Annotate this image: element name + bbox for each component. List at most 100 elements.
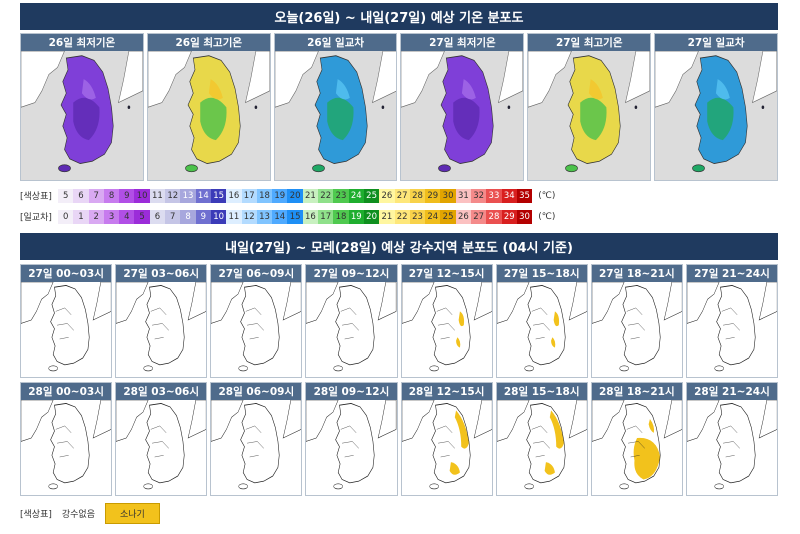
legend-cell: 30 [516,209,533,224]
korea-precip-map [21,282,112,372]
temp-panel-title: 27일 최저기온 [401,34,524,51]
korea-precip-map [211,400,302,490]
korea-precip-map [496,400,587,490]
precip-panel: 28일 06~09시 [210,382,303,496]
legend-cell: 14 [272,209,288,224]
range-color-legend: [일교차] 0 1 2 3 4 5 6 7 8 9 10 11 12 13 14 15 16 17 18 19 20 21… [20,209,555,224]
legend-cell: 24 [425,209,441,224]
precip-panel-title: 27일 06~09시 [211,265,302,282]
precip-panel: 27일 18~21시 [590,264,683,378]
legend-cell: 24 [348,188,364,203]
legend-cell: 22 [394,209,410,224]
precip-panel-title: 28일 06~09시 [211,383,302,400]
precip-panel-row-28: 28일 00~03시 28일 03~06시 28일 06~09시 28일 09~12시… [20,382,778,496]
precip-panel: 28일 09~12시 [305,382,398,496]
precip-legend: [색상표] 강수없음 소나기 [20,503,160,524]
legend-cell: 0 [58,209,74,224]
legend-cell: 12 [165,188,181,203]
korea-precip-map [116,400,207,490]
korea-temperature-map [147,51,270,173]
precip-panel: 27일 06~09시 [210,264,303,378]
precip-panel-title: 28일 09~12시 [306,383,397,400]
legend-cell: 16 [226,188,242,203]
legend-cell: 19 [272,188,288,203]
legend-cell: 22 [318,188,334,203]
legend-cell: 12 [241,209,257,224]
precip-panel: 27일 15~18시 [495,264,588,378]
legend-cell: 8 [103,188,120,203]
temp-panel-title: 26일 최고기온 [147,34,270,51]
korea-temperature-map [21,51,143,173]
legend-cell: 30 [440,188,456,203]
temperature-panel-row: 26일 최저기온 26일 최고기온 26일 일교차 27일 최저기온 27일 최고기온 2… [20,33,778,181]
precip-panel-title: 27일 18~21시 [591,265,682,282]
precip-panel: 28일 00~03시 [20,382,113,496]
precip-panel: 27일 12~15시 [400,264,493,378]
color-legend-label: [색상표] [20,192,52,202]
legend-cell: 29 [425,188,441,203]
temp-panel: 27일 일교차 [654,33,778,181]
legend-cell: 31 [455,188,472,203]
legend-cell: 14 [195,188,211,203]
temp-panel-title: 27일 일교차 [655,34,777,51]
temp-panel: 26일 최저기온 [20,33,144,181]
korea-precip-map [401,400,492,490]
legend-cell: 25 [363,188,380,203]
precip-panel-title: 28일 03~06시 [116,383,207,400]
legend-cell: 28 [486,209,502,224]
precip-panel-title: 27일 00~03시 [21,265,112,282]
legend-cell: 20 [287,188,303,203]
korea-temperature-map [528,51,651,173]
legend-cell: 28 [409,188,426,203]
precip-panel-title: 28일 15~18시 [496,383,587,400]
legend-cell: 11 [226,209,242,224]
legend-cell: 9 [195,209,211,224]
korea-temperature-map [274,51,397,173]
precip-panel: 27일 00~03시 [20,264,113,378]
legend-unit: (℃) [538,211,556,222]
legend-cell: 5 [134,209,150,224]
temperature-color-legend: [색상표] 5 6 7 8 9 10 11 12 13 14 15 16 17 18 19 20 21 22 23 2… [20,188,555,203]
precip-panel-title: 27일 03~06시 [116,265,207,282]
legend-cell: 10 [134,188,150,203]
legend-cell: 6 [73,188,89,203]
legend-cell: 6 [149,209,166,224]
legend-cell: 2 [88,209,104,224]
precip-panel: 28일 21~24시 [685,382,778,496]
korea-precip-map [686,400,777,490]
precip-legend-shower: 소나기 [105,503,160,524]
legend-cell: 33 [486,188,502,203]
legend-cell: 23 [333,188,349,203]
korea-precip-map [116,282,207,372]
temp-panel: 26일 일교차 [273,33,398,181]
legend-cell: 35 [516,188,533,203]
legend-cell: 11 [149,188,166,203]
legend-cell: 8 [180,209,196,224]
precip-panel-title: 28일 18~21시 [591,383,682,400]
korea-precip-map [306,400,397,490]
legend-cell: 19 [348,209,364,224]
precip-panel: 27일 09~12시 [305,264,398,378]
temp-panel-title: 26일 최저기온 [21,34,143,51]
legend-cell: 32 [471,188,487,203]
legend-cell: 10 [210,209,227,224]
korea-temperature-map [401,51,524,173]
legend-cell: 7 [88,188,104,203]
legend-cell: 23 [409,209,426,224]
korea-precip-map [306,282,397,372]
legend-cell: 5 [58,188,74,203]
temp-panel: 26일 최고기온 [146,33,271,181]
legend-cell: 26 [455,209,472,224]
legend-cell: 17 [241,188,257,203]
legend-cell: 21 [379,209,395,224]
korea-temperature-map [655,51,777,173]
korea-precip-map [496,282,587,372]
precip-panel: 27일 21~24시 [685,264,778,378]
precip-panel-title: 28일 00~03시 [21,383,112,400]
legend-cell: 16 [302,209,319,224]
korea-precip-map [401,282,492,372]
legend-unit: (℃) [538,190,556,201]
temp-panel: 27일 최저기온 [400,33,525,181]
legend-cell: 18 [333,209,349,224]
legend-cell: 4 [119,209,135,224]
